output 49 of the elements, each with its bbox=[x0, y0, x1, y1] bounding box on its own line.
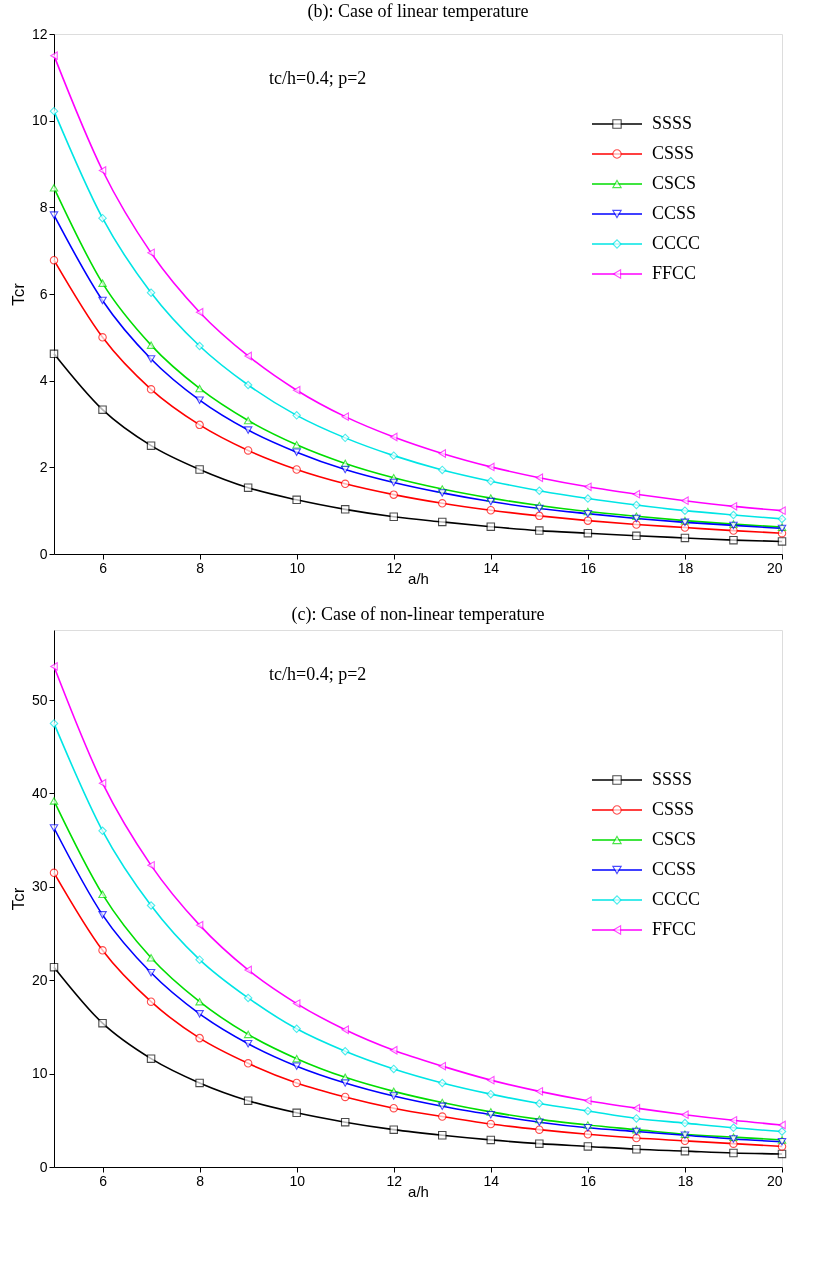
legend-label: CCSS bbox=[652, 203, 697, 223]
y-tick-label: 20 bbox=[31, 971, 48, 988]
y-tick-label: 50 bbox=[31, 691, 48, 708]
x-tick-label: 8 bbox=[196, 1172, 205, 1189]
legend-label: FFCC bbox=[652, 263, 697, 283]
x-tick-label: 10 bbox=[289, 559, 306, 576]
x-tick-label: 20 bbox=[766, 559, 783, 576]
y-tick-label: 30 bbox=[31, 878, 48, 895]
x-tick-label: 8 bbox=[196, 559, 205, 576]
y-tick-label: 8 bbox=[39, 198, 48, 215]
x-tick-label: 20 bbox=[766, 1172, 783, 1189]
x-tick-label: 14 bbox=[483, 1172, 500, 1189]
legend-label: CCSS bbox=[652, 859, 697, 879]
chart-title: (b): Case of linear temperature bbox=[307, 1, 529, 22]
y-axis-title: Tcr bbox=[8, 887, 28, 911]
legend-label: CSCS bbox=[652, 173, 697, 193]
x-axis-title: a/h bbox=[408, 1182, 429, 1200]
x-tick-label: 18 bbox=[677, 1172, 694, 1189]
annotation: tc/h=0.4; p=2 bbox=[269, 664, 367, 684]
legend-label: CSSS bbox=[652, 799, 695, 819]
legend-label: SSSS bbox=[652, 769, 693, 789]
y-tick-label: 40 bbox=[31, 784, 48, 801]
x-tick-label: 16 bbox=[580, 1172, 597, 1189]
y-tick-label: 10 bbox=[31, 112, 48, 129]
y-tick-label: 4 bbox=[39, 372, 48, 389]
legend-label: CSSS bbox=[652, 143, 695, 163]
annotation: tc/h=0.4; p=2 bbox=[269, 68, 367, 88]
chart-title: (c): Case of non-linear temperature bbox=[291, 604, 545, 625]
y-tick-label: 2 bbox=[39, 458, 48, 475]
x-tick-label: 14 bbox=[483, 559, 500, 576]
y-tick-label: 12 bbox=[31, 25, 48, 42]
x-tick-label: 12 bbox=[386, 559, 403, 576]
legend-label: FFCC bbox=[652, 919, 697, 939]
y-tick-label: 0 bbox=[39, 1158, 48, 1175]
legend-label: CCCC bbox=[652, 233, 701, 253]
legend-label: CSCS bbox=[652, 829, 697, 849]
x-tick-label: 6 bbox=[99, 1172, 108, 1189]
y-tick-label: 6 bbox=[39, 285, 48, 302]
y-axis-title: Tcr bbox=[8, 282, 28, 306]
y-tick-label: 10 bbox=[31, 1065, 48, 1082]
x-tick-label: 12 bbox=[386, 1172, 403, 1189]
legend-label: SSSS bbox=[652, 113, 693, 133]
x-tick-label: 10 bbox=[289, 1172, 306, 1189]
x-axis-title: a/h bbox=[408, 569, 429, 587]
y-tick-label: 0 bbox=[39, 545, 48, 562]
legend-label: CCCC bbox=[652, 889, 701, 909]
x-tick-label: 6 bbox=[99, 559, 108, 576]
x-tick-label: 16 bbox=[580, 559, 597, 576]
x-tick-label: 18 bbox=[677, 559, 694, 576]
